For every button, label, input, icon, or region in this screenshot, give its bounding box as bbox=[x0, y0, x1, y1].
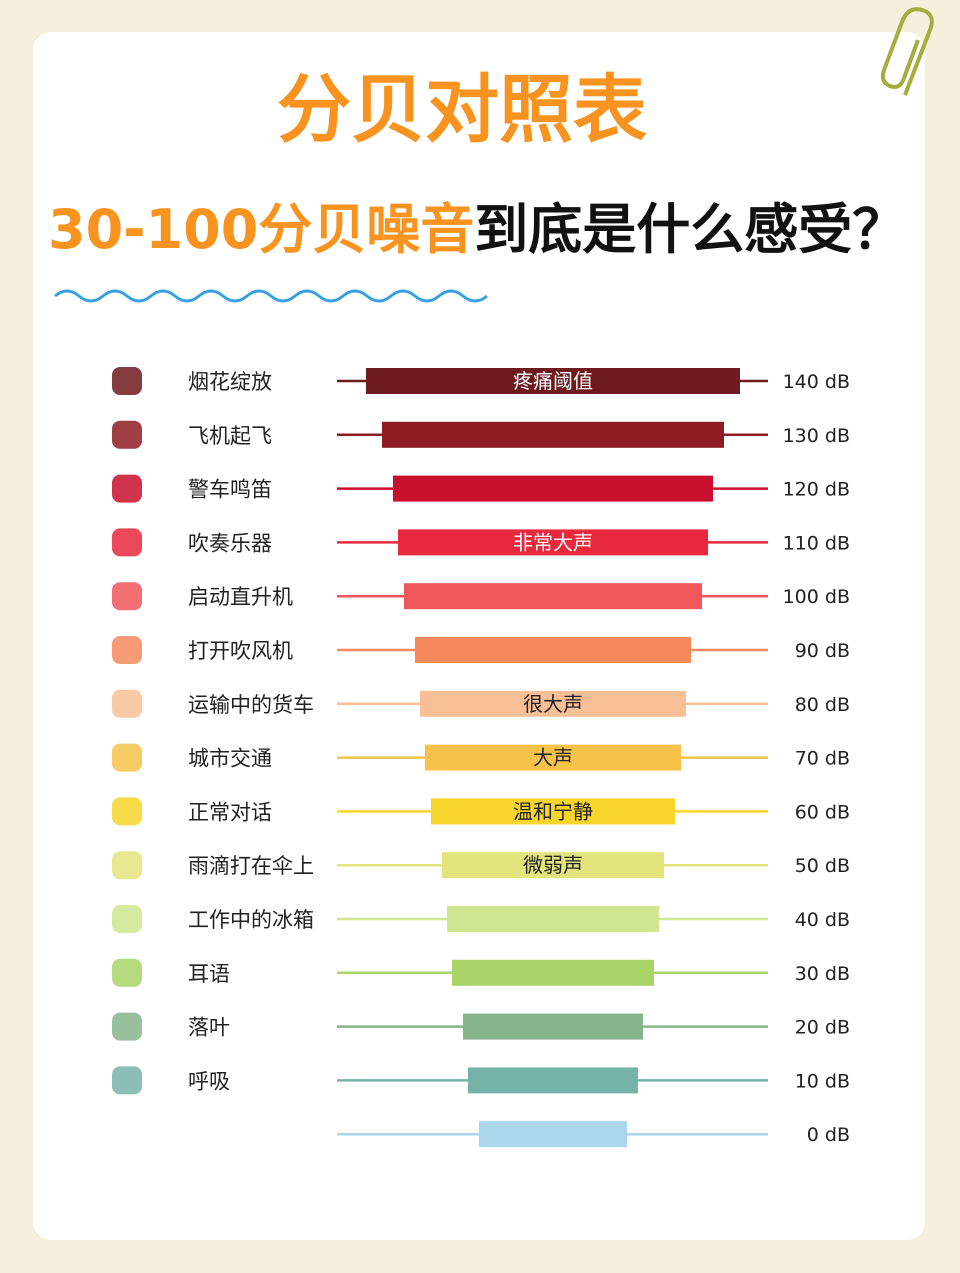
icon bbox=[112, 797, 142, 826]
icon bbox=[112, 743, 142, 772]
bar bbox=[452, 959, 654, 986]
bar bbox=[420, 690, 686, 717]
bar bbox=[404, 583, 702, 610]
bar bbox=[382, 421, 724, 448]
bar-text: 非常大声 bbox=[513, 530, 593, 554]
db-label: 80 dB bbox=[795, 694, 850, 716]
row-label: 雨滴打在伞上 bbox=[188, 854, 314, 878]
db-label: 20 dB bbox=[795, 1017, 850, 1039]
icon bbox=[112, 1012, 142, 1041]
row-label: 飞机起飞 bbox=[188, 424, 272, 448]
bar-text: 微弱声 bbox=[523, 853, 583, 877]
subtitle-highlight: 30-100分贝噪音 bbox=[48, 198, 474, 261]
icon bbox=[112, 636, 142, 664]
icon bbox=[112, 1066, 142, 1095]
row-label: 吹奏乐器 bbox=[188, 531, 272, 555]
db-label: 40 dB bbox=[795, 909, 850, 931]
icon bbox=[112, 474, 142, 503]
bar-text: 疼痛阈值 bbox=[513, 369, 593, 393]
bar bbox=[415, 637, 691, 663]
bar-text: 很大声 bbox=[523, 692, 583, 716]
icon bbox=[112, 958, 142, 987]
row-label: 警车鸣笛 bbox=[188, 478, 272, 502]
icon bbox=[112, 689, 142, 718]
db-label: 50 dB bbox=[795, 855, 850, 877]
bar-text: 温和宁静 bbox=[513, 799, 593, 823]
card bbox=[33, 32, 925, 1240]
row-label: 启动直升机 bbox=[188, 585, 293, 609]
title: 分贝对照表 bbox=[277, 67, 647, 153]
bar bbox=[447, 906, 659, 932]
icon bbox=[112, 851, 142, 880]
row-label: 城市交通 bbox=[188, 747, 272, 771]
row-label: 正常对话 bbox=[188, 800, 272, 824]
db-label: 10 dB bbox=[795, 1070, 850, 1092]
db-label: 140 dB bbox=[783, 371, 850, 393]
db-label: 0 dB bbox=[807, 1124, 850, 1146]
bar bbox=[393, 475, 713, 502]
row-label: 耳语 bbox=[188, 962, 230, 986]
row-label: 打开吹风机 bbox=[188, 639, 293, 663]
db-label: 60 dB bbox=[795, 801, 850, 823]
db-label: 110 dB bbox=[783, 532, 850, 554]
db-label: 120 dB bbox=[783, 479, 850, 501]
bar bbox=[398, 529, 708, 556]
bar bbox=[425, 744, 681, 771]
bar bbox=[431, 798, 675, 825]
icon bbox=[112, 528, 142, 557]
db-label: 90 dB bbox=[795, 640, 850, 662]
bar bbox=[468, 1067, 638, 1094]
subtitle-rest: 到底是什么感受？ bbox=[474, 198, 906, 261]
wave-decoration bbox=[54, 289, 488, 303]
bar bbox=[463, 1013, 643, 1040]
row-label: 运输中的货车 bbox=[188, 693, 314, 717]
row-label: 烟花绽放 bbox=[188, 370, 272, 394]
icon bbox=[112, 582, 142, 611]
icon bbox=[112, 420, 142, 449]
db-label: 130 dB bbox=[783, 425, 850, 447]
db-label: 70 dB bbox=[795, 748, 850, 770]
db-label: 30 dB bbox=[795, 963, 850, 985]
row-label: 工作中的冰箱 bbox=[188, 908, 314, 932]
row-label: 呼吸 bbox=[188, 1069, 230, 1093]
row-label: 落叶 bbox=[188, 1016, 230, 1040]
bar bbox=[479, 1121, 627, 1148]
icon bbox=[112, 367, 142, 395]
bar bbox=[442, 852, 664, 879]
icon bbox=[112, 905, 142, 933]
bar-text: 大声 bbox=[533, 746, 573, 770]
bar bbox=[366, 368, 740, 394]
paperclip bbox=[880, 7, 934, 96]
db-label: 100 dB bbox=[783, 586, 850, 608]
subtitle: 30-100分贝噪音到底是什么感受？ bbox=[48, 198, 906, 261]
